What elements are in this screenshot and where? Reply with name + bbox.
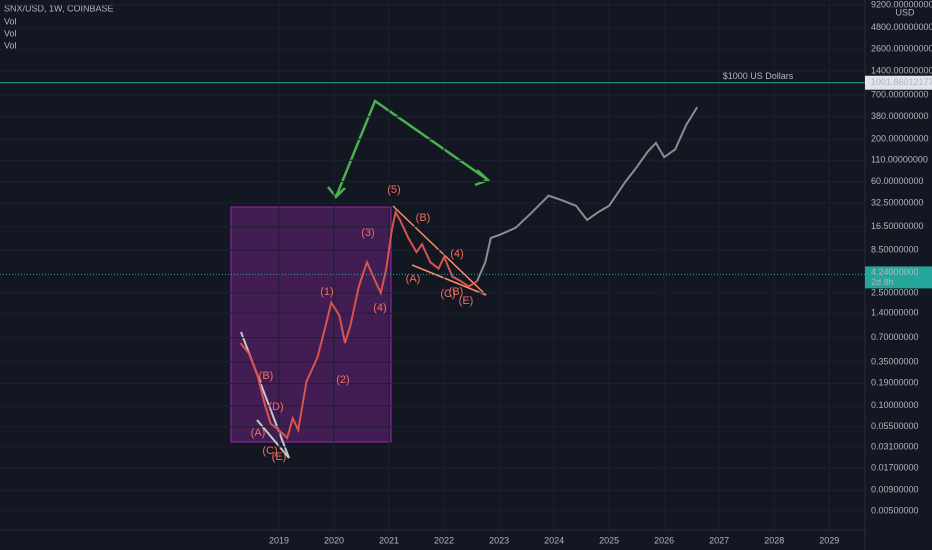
level-tag-label: 1001.86012177: [871, 77, 932, 87]
x-tick-label: 2021: [379, 535, 399, 545]
y-tick-label: 0.10000000: [871, 400, 919, 410]
arrow-head: [327, 186, 346, 199]
x-tick-label: 2029: [819, 535, 839, 545]
y-tick-label: 0.35000000: [871, 356, 919, 366]
x-tick-label: 2022: [434, 535, 454, 545]
x-tick-label: 2023: [489, 535, 509, 545]
x-tick-label: 2028: [764, 535, 784, 545]
y-tick-label: 110.00000000: [871, 155, 928, 165]
wave-label: (B): [259, 370, 274, 382]
currency: USD: [895, 7, 915, 17]
wave-label: (4): [450, 248, 463, 260]
y-tick-label: 0.00500000: [871, 505, 919, 515]
price-tag: [865, 266, 932, 289]
x-tick-label: 2027: [709, 535, 729, 545]
y-tick-label: 60.00000000: [871, 176, 924, 186]
wedge-line: [411, 264, 487, 296]
indicator: Vol: [4, 28, 17, 38]
wave-label: (4): [373, 302, 386, 314]
y-tick-label: 0.70000000: [871, 332, 919, 342]
green-arrow: [334, 99, 489, 198]
y-tick-label: 380.00000000: [871, 111, 929, 121]
price-tag-label: 4.24000000: [871, 267, 919, 277]
y-tick-label: 0.19000000: [871, 378, 919, 388]
y-tick-label: 32.50000000: [871, 197, 924, 207]
y-tick-label: 0.00900000: [871, 485, 919, 495]
indicator: Vol: [4, 16, 17, 26]
x-tick-label: 2025: [599, 535, 619, 545]
y-tick-label: 0.03100000: [871, 441, 919, 451]
wave-label: (B): [416, 212, 431, 224]
y-tick-label: 2600.00000000: [871, 44, 932, 54]
wave-label: (A): [406, 273, 421, 285]
x-tick-label: 2020: [324, 535, 344, 545]
wave-label: (C): [262, 445, 277, 457]
y-tick-label: 8.50000000: [871, 244, 919, 254]
wave-label: (5): [387, 184, 400, 196]
range-box: [230, 206, 392, 443]
indicator: Vol: [4, 40, 17, 50]
y-tick-label: 4800.00000000: [871, 22, 932, 32]
price-line: [239, 209, 478, 440]
wave-label: (3): [361, 227, 374, 239]
arrow-head: [474, 169, 491, 187]
symbol: SNX/USD, 1W, COINBASE: [4, 3, 114, 13]
y-tick-label: 9200.00000000: [871, 0, 932, 9]
wave-label: (E): [272, 451, 287, 463]
wave-label: (D): [268, 401, 283, 413]
wave-label: (E): [459, 295, 474, 307]
y-tick-label: 700.00000000: [871, 90, 929, 100]
wave-label: (A): [251, 427, 266, 439]
y-tick-label: 200.00000000: [871, 134, 929, 144]
level-name: $1000 US Dollars: [723, 71, 794, 81]
y-tick-label: 1.40000000: [871, 308, 919, 318]
x-tick-label: 2019: [269, 535, 289, 545]
price-line: [476, 106, 699, 282]
y-tick-label: 2.50000000: [871, 287, 919, 297]
countdown: 2d 8h: [871, 277, 894, 287]
wave-label: (1): [320, 286, 333, 298]
y-tick-label: 0.05500000: [871, 421, 919, 431]
y-tick-label: 16.50000000: [871, 221, 924, 231]
wave-label: (B): [449, 286, 464, 298]
y-tick-label: 0.01700000: [871, 462, 919, 472]
y-tick-label: 1400.00000000: [871, 65, 932, 75]
level-tag: [865, 75, 932, 90]
wave-label: (2): [336, 374, 349, 386]
wave-label: (C): [440, 288, 455, 300]
x-tick-label: 2024: [544, 535, 564, 545]
x-tick-label: 2026: [654, 535, 674, 545]
